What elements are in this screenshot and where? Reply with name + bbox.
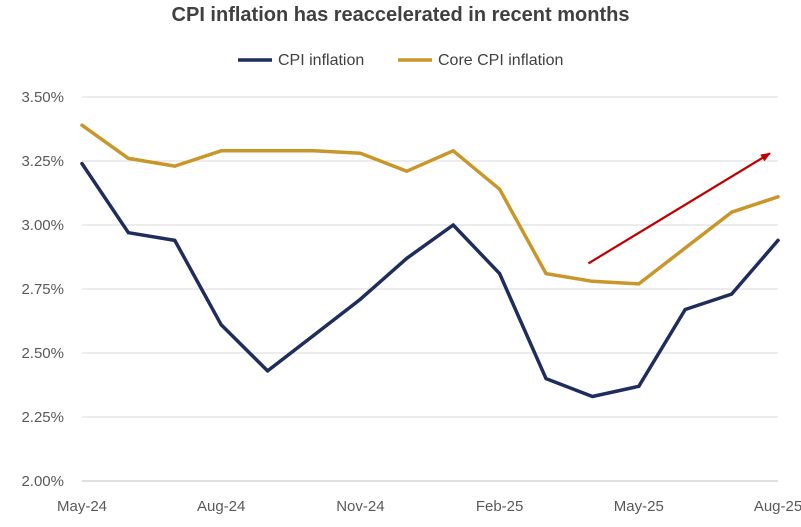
core-cpi-point-jun-25	[683, 246, 687, 250]
trend-arrow	[587, 152, 771, 265]
series-line-cpi	[80, 161, 780, 399]
core-cpi-point-feb-25	[498, 187, 502, 191]
x-tick-label: Aug-25	[754, 498, 801, 515]
y-tick-label: 2.75%	[21, 281, 64, 298]
y-tick-label: 3.00%	[21, 217, 64, 234]
core-cpi-point-oct-24	[312, 149, 316, 153]
y-tick-label: 3.50%	[21, 89, 64, 106]
cpi-point-feb-25	[498, 272, 502, 276]
core-cpi-point-dec-24	[405, 169, 409, 173]
cpi-point-jan-25	[451, 223, 455, 227]
cpi-point-oct-24	[312, 333, 316, 337]
cpi-point-sep-24	[266, 369, 270, 373]
core-cpi-point-jun-24	[126, 156, 130, 161]
chart-title: CPI inflation has reaccelerated in recen…	[171, 4, 630, 26]
cpi-point-jul-24	[173, 238, 177, 242]
y-tick-label: 3.25%	[21, 153, 64, 170]
core-cpi-point-jan-25	[451, 149, 455, 153]
cpi-point-jun-25	[683, 307, 687, 312]
cpi-point-may-25	[637, 384, 641, 388]
core-cpi-point-may-24	[80, 123, 84, 127]
core-cpi-point-apr-25	[590, 279, 595, 283]
cpi-point-dec-24	[405, 256, 409, 260]
core-cpi-point-jul-24	[173, 164, 177, 168]
core-cpi-point-aug-25	[776, 195, 780, 199]
cpi-point-jul-25	[730, 292, 734, 296]
cpi-point-nov-24	[358, 297, 362, 301]
cpi-point-may-24	[80, 161, 84, 166]
cpi-point-aug-24	[219, 323, 223, 327]
series-line-core-cpi	[80, 123, 780, 286]
core-cpi-point-sep-24	[266, 149, 270, 153]
x-tick-label: Feb-25	[476, 498, 524, 515]
cpi-point-mar-25	[544, 377, 548, 381]
cpi-point-aug-25	[776, 238, 780, 242]
core-cpi-point-mar-25	[544, 272, 548, 276]
legend-label-core-cpi: Core CPI inflation	[438, 52, 563, 69]
x-tick-label: May-25	[614, 498, 664, 515]
core-cpi-point-may-25	[637, 282, 641, 286]
y-tick-label: 2.50%	[21, 345, 64, 362]
x-tick-label: May-24	[57, 498, 107, 515]
y-tick-label: 2.25%	[21, 409, 64, 426]
core-cpi-point-nov-24	[358, 151, 362, 155]
legend: CPI inflation Core CPI inflation	[238, 52, 563, 69]
y-tick-label: 2.00%	[21, 473, 64, 490]
x-tick-label: Aug-24	[197, 498, 245, 515]
x-tick-label: Nov-24	[336, 498, 384, 515]
core-cpi-point-jul-25	[730, 210, 734, 214]
cpi-point-jun-24	[126, 231, 130, 235]
cpi-point-apr-25	[590, 394, 595, 399]
core-cpi-point-aug-24	[219, 149, 223, 153]
legend-label-cpi: CPI inflation	[278, 52, 364, 69]
